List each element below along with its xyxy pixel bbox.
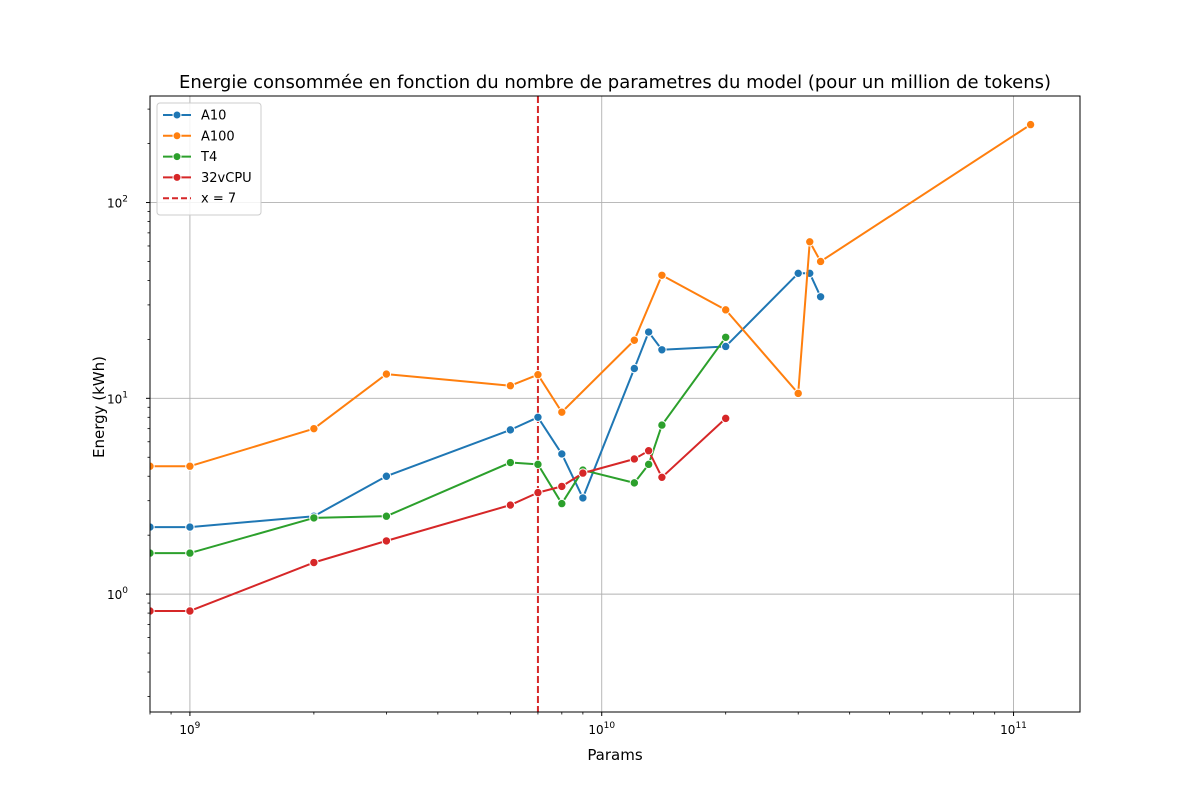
data-point	[815, 292, 826, 302]
chart-title: Energie consommée en fonction du nombre …	[179, 72, 1051, 93]
data-point	[629, 454, 640, 464]
data-point	[557, 407, 567, 417]
data-point	[557, 481, 567, 492]
data-point	[557, 449, 567, 459]
data-point	[793, 268, 803, 279]
legend-marker	[172, 172, 182, 182]
legend-box	[156, 102, 262, 216]
x-tick-label: 109	[179, 721, 200, 737]
data-point	[629, 335, 640, 345]
data-point	[578, 468, 588, 478]
data-point	[578, 493, 588, 503]
x-tick-label: 1010	[588, 721, 615, 737]
data-point	[815, 256, 826, 267]
data-point	[533, 487, 543, 498]
data-point	[505, 457, 516, 468]
legend-marker	[172, 152, 182, 162]
data-point	[721, 413, 731, 424]
legend-label: A100	[201, 129, 235, 144]
legend-marker	[172, 110, 182, 120]
data-point	[629, 363, 640, 374]
data-point	[805, 237, 815, 247]
series-a100	[150, 119, 1036, 471]
series-line	[150, 123, 1032, 468]
data-point	[381, 369, 392, 379]
legend-entry: T4	[163, 150, 217, 165]
data-point	[657, 345, 667, 355]
x-tick-label: 1011	[1000, 721, 1027, 737]
data-point	[533, 412, 543, 422]
y-tick-label: 102	[107, 195, 128, 211]
data-point	[721, 332, 731, 342]
data-point	[643, 446, 654, 456]
series-line	[150, 336, 727, 555]
legend-label: x = 7	[201, 192, 236, 207]
data-point	[557, 498, 567, 509]
data-point	[309, 557, 319, 568]
data-point	[505, 425, 516, 435]
legend-label: 32vCPU	[201, 171, 252, 186]
data-point	[185, 461, 195, 471]
series-a10	[150, 268, 826, 532]
data-point	[643, 327, 654, 337]
plot-frame	[149, 95, 1081, 713]
data-point	[185, 522, 195, 532]
data-point	[533, 459, 543, 470]
data-point	[381, 536, 392, 546]
data-point	[381, 511, 392, 521]
legend-label: A10	[201, 109, 226, 124]
data-point	[505, 381, 516, 391]
data-point	[721, 341, 731, 352]
data-point	[533, 370, 543, 380]
y-tick-label: 101	[107, 390, 128, 406]
data-point	[1025, 119, 1036, 130]
data-point	[505, 500, 516, 510]
legend-entry: x = 7	[163, 192, 236, 207]
legend: A10 A100 T4 32vCPU x = 7	[156, 102, 262, 216]
data-point	[381, 471, 392, 481]
data-point	[657, 420, 667, 430]
data-point	[643, 459, 654, 470]
data-point	[185, 548, 195, 558]
data-point	[657, 270, 667, 280]
series-t4	[150, 332, 731, 558]
data-point	[309, 513, 319, 523]
legend-label: T4	[200, 150, 217, 165]
data-point	[309, 423, 319, 434]
axes-layer: 109 1010 1011 100 101 102	[107, 95, 1081, 737]
y-tick-label: 100	[107, 586, 128, 602]
data-point	[793, 388, 803, 399]
legend-entry: A10	[163, 109, 226, 124]
y-axis-label: Energy (kWh)	[90, 356, 108, 458]
x-axis-label: Params	[587, 746, 643, 764]
data-point	[657, 472, 667, 483]
legend-marker	[172, 131, 182, 141]
legend-entry: 32vCPU	[163, 171, 252, 186]
legend-entry: A100	[163, 129, 235, 144]
data-point	[185, 606, 195, 616]
data-point	[721, 305, 731, 315]
data-point	[629, 478, 640, 488]
series-line	[150, 417, 727, 612]
